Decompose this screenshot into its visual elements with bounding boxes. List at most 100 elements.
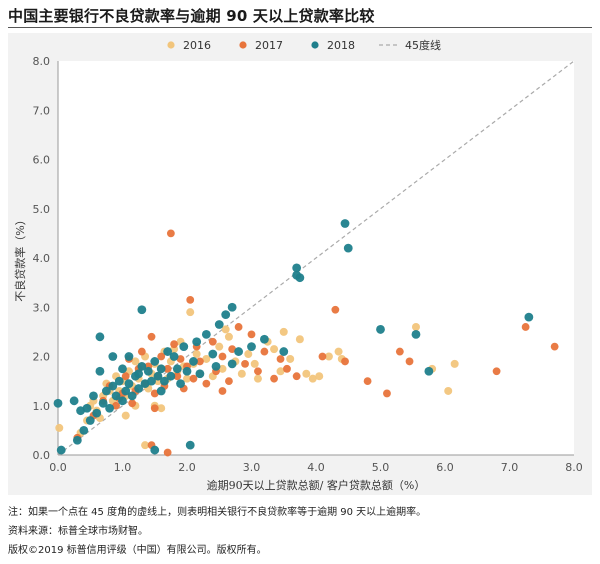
data-point-2018 — [153, 371, 163, 381]
data-point-2018 — [137, 361, 147, 371]
data-point-2018 — [85, 416, 95, 425]
page-title: 中国主要银行不良贷款率与逾期 90 天以上贷款率比较 — [8, 7, 375, 25]
data-point-2018 — [150, 357, 160, 366]
y-tick-label: 1.0 — [33, 400, 51, 413]
data-point-2017 — [150, 404, 159, 413]
legend-item-2016: 2016 — [167, 39, 211, 52]
data-point-2017 — [492, 367, 501, 376]
data-point-2018 — [124, 352, 134, 361]
data-point-2017 — [228, 345, 237, 354]
data-point-2018 — [376, 325, 385, 334]
data-point-2017 — [112, 401, 120, 410]
y-tick-label: 4.0 — [33, 252, 51, 265]
data-point-2018 — [163, 347, 173, 356]
legend-item-45度线: 45度线 — [379, 38, 441, 52]
data-point-2016 — [250, 359, 259, 368]
data-point-2016 — [286, 354, 295, 363]
data-point-2018 — [227, 359, 237, 369]
data-point-2018 — [150, 445, 160, 455]
y-tick-label: 0.0 — [33, 449, 51, 462]
data-point-2016 — [121, 411, 130, 420]
data-point-2017 — [176, 355, 185, 363]
data-point-2018 — [172, 364, 182, 374]
x-axis-label: 逾期90天以上贷款总额/ 客户贷款总额（%） — [207, 478, 426, 492]
data-point-2017 — [121, 372, 130, 381]
y-tick-label: 7.0 — [33, 104, 51, 117]
data-point-2018 — [137, 305, 147, 315]
data-point-2018 — [124, 379, 134, 388]
data-point-2017 — [383, 389, 391, 398]
data-point-2018 — [176, 379, 185, 388]
data-point-2017 — [218, 387, 227, 395]
data-point-2018 — [185, 440, 195, 450]
x-tick-label: 4.0 — [307, 461, 325, 474]
legend-label: 45度线 — [405, 38, 441, 52]
data-point-2017 — [157, 352, 166, 361]
data-point-2018 — [214, 320, 224, 329]
data-point-2016 — [308, 374, 317, 383]
data-point-2018 — [424, 366, 434, 376]
data-point-2017 — [550, 342, 559, 351]
data-point-2017 — [128, 399, 137, 408]
data-point-2018 — [195, 369, 205, 379]
data-point-2018 — [127, 391, 137, 401]
data-point-2017 — [166, 229, 175, 238]
data-point-2018 — [211, 361, 221, 371]
data-point-2018 — [92, 408, 102, 418]
data-point-2017 — [292, 372, 301, 381]
data-point-2017 — [218, 352, 227, 361]
x-tick-label: 2.0 — [178, 461, 196, 474]
y-tick-label: 5.0 — [33, 203, 51, 216]
data-point-2016 — [55, 423, 64, 432]
y-tick-label: 6.0 — [33, 154, 51, 167]
data-point-2016 — [324, 352, 333, 361]
data-point-2016 — [183, 374, 191, 383]
data-point-2018 — [247, 342, 256, 352]
data-point-2017 — [163, 364, 172, 373]
data-point-2018 — [208, 349, 218, 359]
data-point-2017 — [241, 359, 249, 368]
data-point-2018 — [411, 329, 421, 339]
data-point-2018 — [166, 371, 176, 381]
data-point-2018 — [82, 403, 92, 413]
data-point-2018 — [105, 403, 114, 413]
legend-item-2018: 2018 — [311, 39, 355, 52]
data-point-2016 — [221, 325, 230, 334]
data-point-2018 — [156, 364, 166, 374]
data-point-2018 — [182, 366, 192, 376]
legend-marker — [311, 41, 319, 49]
data-point-2018 — [260, 334, 269, 344]
data-point-2017 — [318, 352, 327, 361]
data-point-2017 — [147, 332, 156, 341]
data-point-2016 — [244, 350, 253, 359]
data-point-2018 — [98, 398, 108, 408]
data-point-2017 — [331, 305, 340, 314]
data-point-2016 — [224, 332, 233, 341]
y-tick-label: 8.0 — [33, 55, 51, 68]
data-point-2017 — [202, 379, 211, 388]
data-point-2016 — [131, 357, 140, 366]
chart-panel: 2016 2017 2018 45度线 0.0 1.0 2.0 3.0 4.0 5.0 6.0 7.… — [8, 33, 592, 495]
data-point-2018 — [169, 352, 179, 361]
data-point-2018 — [192, 337, 202, 347]
data-point-2018 — [95, 366, 105, 376]
data-point-2017 — [189, 374, 198, 383]
scatter-chart: 2016 2017 2018 45度线 0.0 1.0 2.0 3.0 4.0 5.0 6.0 7.… — [13, 38, 583, 492]
data-point-2018 — [118, 396, 127, 406]
data-point-2018 — [118, 364, 127, 374]
data-point-2018 — [56, 445, 66, 455]
data-points — [53, 219, 559, 457]
data-point-2016 — [186, 308, 195, 317]
data-point-2018 — [72, 435, 82, 445]
data-point-2016 — [276, 367, 285, 376]
legend-item-2017: 2017 — [239, 39, 283, 52]
data-point-2018 — [147, 376, 156, 386]
data-point-2016 — [237, 369, 246, 378]
data-point-2016 — [141, 441, 150, 450]
legend-label: 2018 — [327, 39, 355, 52]
data-point-2016 — [315, 372, 324, 381]
data-point-2018 — [108, 381, 118, 391]
data-point-2017 — [186, 295, 195, 304]
legend-marker — [167, 41, 175, 49]
data-point-2017 — [254, 367, 262, 376]
